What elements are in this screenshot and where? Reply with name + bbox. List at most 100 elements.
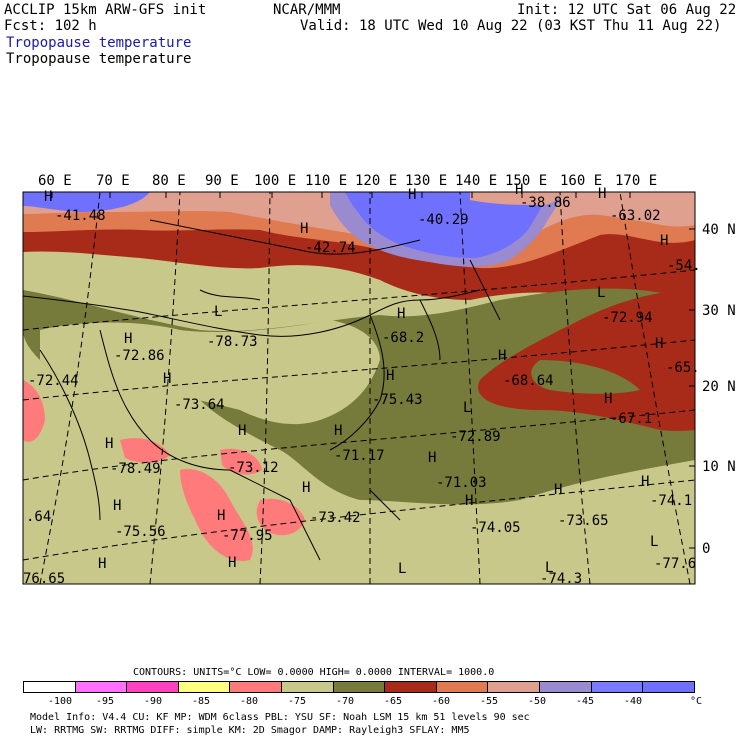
extremum-value: -72.86 [114,348,165,364]
longitude-label: 80 E [152,173,186,189]
legend-label: °C [690,696,703,707]
extremum-value: -75.56 [115,524,166,540]
longitude-label: 160 E [560,173,602,189]
extremum-value: -74.3 [540,571,582,587]
longitude-label: 110 E [305,173,347,189]
extremum-value: -72.89 [450,429,501,445]
extremum-symbol: H [124,331,132,347]
extremum-value: -71.03 [436,475,487,491]
legend-swatch [178,682,231,692]
longitude-label: 170 E [615,173,657,189]
extremum-value: -67.1 [610,411,652,427]
extremum-symbol: H [515,182,523,198]
extremum-value: -72.94 [602,310,653,326]
legend-label: -75 [288,696,307,707]
extremum-symbol: H [238,423,246,439]
extremum-value: -73.42 [310,510,361,526]
latitude-label: 30 N [702,303,736,319]
extremum-value: -38.86 [520,195,571,211]
forecast-hour: Fcst: 102 h [4,18,97,34]
extremum-value: -74.1 [650,493,692,509]
legend-label: -70 [336,696,355,707]
legend-label: -45 [576,696,595,707]
contour-info: CONTOURS: UNITS=°C LOW= 0.0000 HIGH= 0.0… [133,667,495,678]
legend-swatch [127,682,179,692]
legend-label: -40 [624,696,643,707]
latitude-label: 20 N [702,379,736,395]
extremum-value: -42.74 [305,240,356,256]
extremum-value: -74.05 [470,520,521,536]
latitude-label: 40 N [702,222,736,238]
model-title: ACCLIP 15km ARW-GFS init [4,2,207,18]
extremum-value: -40.29 [418,212,469,228]
field-title-2: Tropopause temperature [6,51,192,67]
longitude-label: 100 E [254,173,296,189]
legend-label: -85 [192,696,211,707]
extremum-symbol: H [217,508,225,524]
legend-label: -55 [480,696,499,707]
latitude-labels: 40 N 30 N 20 N 10 N 0 [702,222,736,557]
legend-label: -90 [144,696,163,707]
extremum-symbol: H [554,482,562,498]
center-label: NCAR/MMM [273,2,341,18]
extremum-symbol: H [428,450,436,466]
valid-time: Valid: 18 UTC Wed 10 Aug 22 (03 KST Thu … [300,18,722,34]
longitude-label: 120 E [355,173,397,189]
extremum-value: -77.95 [222,528,273,544]
extremum-symbol: H [228,555,236,571]
extremum-value: -71.17 [334,448,385,464]
longitude-label: 130 E [405,173,447,189]
extremum-symbol: H [113,498,121,514]
legend-swatch [591,682,644,692]
extremum-value: -68.2 [382,330,424,346]
extremum-value: -73.12 [228,460,279,476]
legend-label: -80 [240,696,259,707]
extremum-symbol: H [300,221,308,237]
extremum-value: -72.44 [28,373,79,389]
extremum-symbol: L [463,400,471,416]
longitude-label: 90 E [205,173,239,189]
extremum-value: -77.6 [654,556,696,572]
longitude-labels: 60 E 70 E 80 E 90 E 100 E 110 E 120 E 130 E 140 … [38,173,657,189]
extremum-symbol: H [598,186,606,202]
extremum-symbol: H [44,189,52,205]
extremum-symbol: H [660,233,668,249]
legend-swatch [540,682,592,692]
extremum-symbol: H [498,348,506,364]
legend-swatch [230,682,283,692]
model-info-line-2: LW: RRTMG SW: RRTMG DIFF: simple KM: 2D … [30,725,470,736]
extremum-value: .64 [26,509,51,525]
extremum-value: -78.73 [207,334,258,350]
legend-swatch [282,682,334,692]
color-legend-bar [23,681,695,693]
extremum-symbol: H [408,187,416,203]
extremum-symbol: L [398,561,406,577]
extremum-symbol: H [641,474,649,490]
field-title-1: Tropopause temperature [6,35,192,51]
temperature-field [23,192,695,584]
legend-label: -60 [432,696,451,707]
extremum-value: -41.48 [55,208,106,224]
extremum-value: -65. [666,360,700,376]
extremum-value: -75.43 [372,392,423,408]
longitude-label: 70 E [96,173,130,189]
legend-label: -50 [528,696,547,707]
latitude-label: 0 [702,541,710,557]
graticule [23,192,695,584]
extremum-symbol: H [465,493,473,509]
map-frame [22,191,696,585]
longitude-label: 60 E [38,173,72,189]
extremum-symbol: L [650,534,658,550]
extremum-symbol: H [302,480,310,496]
extremum-symbol: H [604,391,612,407]
legend-swatch [643,682,694,692]
legend-label: -65 [384,696,403,707]
extremum-value: 76.65 [23,571,65,587]
legend-label: -95 [96,696,115,707]
extremum-value: -54. [667,258,701,274]
extremum-value: -73.64 [174,397,225,413]
extrema-labels: H-41.48H-42.74H-40.29H-38.86H-63.02H-54.… [23,182,701,587]
legend-label: -100 [48,696,73,707]
legend-swatch [385,682,437,692]
